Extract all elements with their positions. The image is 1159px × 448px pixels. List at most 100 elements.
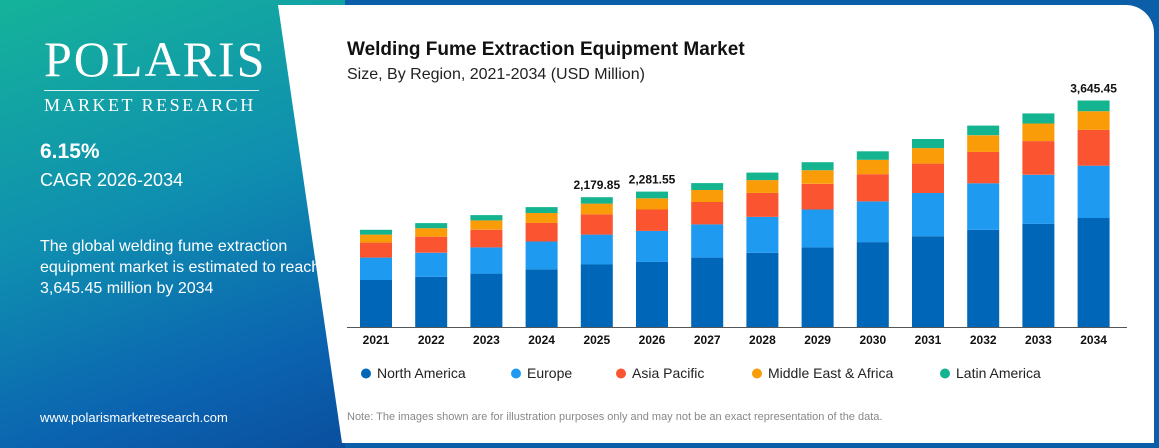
chart-subtitle: Size, By Region, 2021-2034 (USD Million): [347, 66, 645, 83]
legend-marker-europe: [511, 368, 521, 379]
bar-2034-europe: [1077, 165, 1110, 218]
bar-2030-north-america: [856, 242, 889, 327]
data-label-2025: 2,179.85: [573, 178, 620, 192]
bar-2032-latin-america: [967, 125, 1000, 136]
bar-2023-middle-east-africa: [470, 220, 503, 230]
bar-2021-middle-east-africa: [360, 234, 392, 243]
bar-2027-europe: [691, 224, 724, 258]
bar-2022-europe: [415, 252, 448, 277]
x-tick-label-2021: 2021: [363, 333, 390, 347]
bar-2023-latin-america: [470, 215, 503, 221]
bar-2024-middle-east-africa: [525, 213, 558, 223]
bar-2033-north-america: [1022, 223, 1055, 327]
bar-2031-middle-east-africa: [912, 148, 944, 164]
bar-2032-europe: [967, 183, 1000, 230]
bar-2033-middle-east-africa: [1022, 123, 1055, 142]
bar-2023-north-america: [470, 273, 503, 327]
bar-2032-asia-pacific: [967, 151, 1000, 184]
legend-marker-middle-east-africa: [752, 368, 762, 379]
website-link[interactable]: www.polarismarketresearch.com: [40, 410, 228, 425]
bar-2031-asia-pacific: [912, 163, 944, 193]
x-tick-label-2023: 2023: [473, 333, 500, 347]
bar-2024-latin-america: [525, 207, 558, 213]
legend-label-latin-america: Latin America: [956, 365, 1041, 381]
x-tick-label-2033: 2033: [1025, 333, 1052, 347]
legend-label-europe: Europe: [527, 365, 572, 381]
bar-2034-asia-pacific: [1077, 129, 1110, 166]
cagr-label: CAGR 2026-2034: [40, 170, 184, 190]
bar-2030-middle-east-africa: [856, 159, 889, 175]
data-label-2034: 3,645.45: [1070, 82, 1117, 96]
bar-2025-asia-pacific: [580, 214, 613, 235]
bar-2027-latin-america: [691, 183, 724, 190]
bar-2031-north-america: [912, 236, 944, 327]
bar-2025-europe: [580, 234, 613, 265]
bar-2026-asia-pacific: [636, 209, 668, 231]
bar-2022-latin-america: [415, 223, 448, 229]
legend-marker-north-america: [361, 368, 371, 379]
bar-2025-middle-east-africa: [580, 203, 613, 215]
logo-tagline: MARKET RESEARCH: [44, 95, 256, 115]
bar-2022-north-america: [415, 276, 448, 327]
bar-2028-north-america: [746, 252, 779, 327]
x-tick-label-2026: 2026: [639, 333, 666, 347]
bar-2033-europe: [1022, 174, 1055, 224]
bar-2029-middle-east-africa: [801, 170, 834, 184]
bar-2024-asia-pacific: [525, 222, 558, 242]
bar-2028-latin-america: [746, 172, 779, 181]
bar-2028-middle-east-africa: [746, 180, 779, 193]
bar-2034-latin-america: [1077, 100, 1110, 112]
legend-marker-asia-pacific: [616, 368, 626, 379]
bar-2027-asia-pacific: [691, 202, 724, 225]
bar-2030-asia-pacific: [856, 174, 889, 202]
bar-2023-asia-pacific: [470, 229, 503, 248]
chart-title: Welding Fume Extraction Equipment Market: [347, 39, 745, 60]
bar-2032-north-america: [967, 229, 1000, 327]
bar-2033-latin-america: [1022, 113, 1055, 124]
bar-2032-middle-east-africa: [967, 135, 1000, 152]
bar-2029-north-america: [801, 247, 834, 327]
bar-2029-europe: [801, 209, 834, 248]
x-tick-label-2022: 2022: [418, 333, 445, 347]
legend-label-middle-east-africa: Middle East & Africa: [768, 365, 893, 381]
x-tick-label-2034: 2034: [1080, 333, 1107, 347]
polaris-logo: POLARIS MARKET RESEARCH: [44, 31, 267, 116]
legend-label-asia-pacific: Asia Pacific: [632, 365, 704, 381]
bar-2028-europe: [746, 217, 779, 253]
bar-2022-middle-east-africa: [415, 228, 448, 237]
legend-label-north-america: North America: [377, 365, 466, 381]
x-tick-label-2028: 2028: [749, 333, 776, 347]
x-tick-label-2032: 2032: [970, 333, 997, 347]
legend-marker-latin-america: [940, 368, 950, 379]
bar-2022-asia-pacific: [415, 236, 448, 253]
bar-2030-latin-america: [856, 151, 889, 160]
market-description: The global welding fume extraction equip…: [40, 238, 321, 297]
bar-2030-europe: [856, 201, 889, 243]
bar-2029-latin-america: [801, 162, 834, 171]
x-tick-label-2031: 2031: [915, 333, 942, 347]
bar-2023-europe: [470, 247, 503, 274]
x-tick-label-2029: 2029: [804, 333, 831, 347]
bar-2026-latin-america: [636, 191, 668, 199]
bar-2024-europe: [525, 241, 558, 270]
bar-2034-north-america: [1077, 218, 1110, 327]
bar-2033-asia-pacific: [1022, 141, 1055, 175]
logo-name: POLARIS: [44, 31, 267, 87]
disclaimer-note: Note: The images shown are for illustrat…: [347, 411, 883, 423]
logo-divider: [44, 90, 259, 91]
bar-2027-middle-east-africa: [691, 190, 724, 202]
bar-2021-europe: [360, 257, 392, 280]
cagr-value: 6.15%: [40, 140, 100, 163]
bar-2029-asia-pacific: [801, 183, 834, 210]
bar-2025-north-america: [580, 264, 613, 327]
bar-2026-north-america: [636, 261, 668, 327]
bar-2026-europe: [636, 230, 668, 262]
x-tick-label-2027: 2027: [694, 333, 721, 347]
sidebar: POLARIS MARKET RESEARCH 6.15% CAGR 2026-…: [0, 0, 345, 448]
bar-2031-europe: [912, 192, 944, 237]
bar-2025-latin-america: [580, 197, 613, 204]
bar-2024-north-america: [525, 269, 558, 327]
x-tick-label-2030: 2030: [859, 333, 886, 347]
data-label-2026: 2,281.55: [629, 173, 676, 187]
